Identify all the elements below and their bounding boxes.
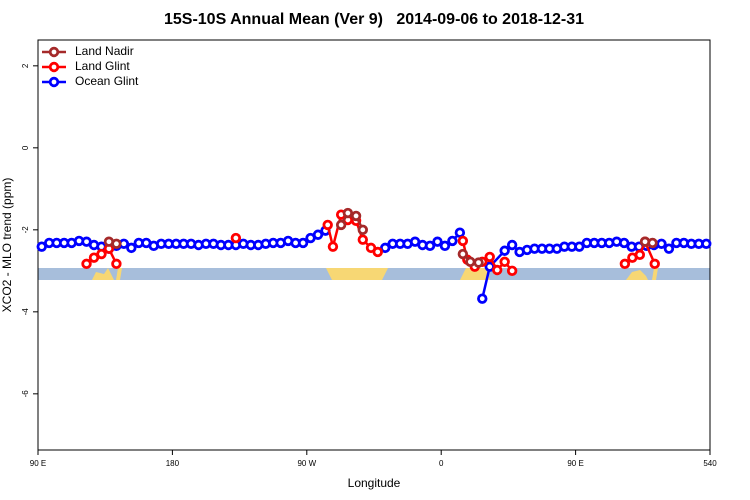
point: [357, 224, 368, 236]
x-axis-label: Longitude: [348, 476, 401, 490]
point: [111, 258, 122, 270]
x-tick-label: 180: [166, 459, 180, 468]
point: [499, 256, 510, 268]
land-patch: [460, 268, 490, 280]
point: [372, 246, 383, 258]
point: [454, 227, 466, 238]
point: [380, 242, 391, 254]
x-tick-label: 0: [439, 459, 444, 468]
y-tick-label: -6: [21, 390, 30, 398]
legend-label: Land Nadir: [75, 44, 134, 58]
point: [111, 238, 122, 249]
point: [357, 234, 368, 245]
point: [88, 252, 100, 263]
point: [432, 236, 443, 247]
point: [312, 229, 324, 240]
point: [126, 242, 137, 254]
chart-title: 15S-10S Annual Mean (Ver 9) 2014-09-06 t…: [164, 11, 584, 28]
point: [484, 251, 495, 263]
point: [465, 256, 476, 268]
point: [574, 241, 585, 252]
legend-item: Land Nadir: [42, 44, 134, 58]
x-tick-label: 540: [703, 459, 717, 468]
point: [619, 258, 631, 270]
point: [701, 238, 712, 249]
land-mask: [38, 268, 710, 280]
point: [424, 240, 436, 252]
legend-marker: [48, 61, 60, 73]
point: [647, 237, 658, 249]
point: [477, 293, 488, 304]
point: [473, 257, 484, 268]
point: [81, 258, 92, 270]
land-patch: [626, 270, 648, 280]
point: [96, 248, 107, 260]
point: [322, 219, 333, 231]
point: [297, 237, 309, 249]
point: [457, 235, 469, 247]
y-axis-label: XCO2 - MLO trend (ppm): [0, 178, 14, 313]
legend-item: Ocean Glint: [42, 74, 139, 88]
point: [663, 243, 675, 254]
y-tick-label: -2: [21, 226, 30, 234]
point: [36, 241, 47, 252]
point: [656, 238, 667, 249]
legend-marker: [48, 46, 60, 58]
legend-marker: [48, 76, 60, 88]
x-tick-label: 90 E: [567, 459, 583, 468]
legend-label: Ocean Glint: [75, 74, 139, 88]
point: [327, 241, 339, 252]
land-patch: [92, 268, 114, 280]
point: [350, 210, 362, 222]
land-patch: [652, 268, 658, 280]
point: [447, 235, 458, 247]
point: [506, 239, 518, 251]
legend-item: Land Glint: [42, 59, 130, 73]
point: [230, 232, 242, 244]
y-tick-label: 0: [21, 145, 30, 150]
point: [439, 240, 451, 252]
point: [506, 265, 518, 277]
series: [36, 225, 712, 304]
series: [103, 207, 658, 268]
y-tick-label: -4: [21, 308, 30, 316]
x-tick-label: 90 E: [30, 459, 46, 468]
x-tick-label: 90 W: [297, 459, 316, 468]
point: [457, 248, 469, 260]
point: [649, 258, 660, 270]
point: [342, 207, 354, 219]
point: [618, 237, 630, 249]
point: [634, 249, 646, 261]
y-tick-label: 2: [21, 63, 30, 68]
legend-label: Land Glint: [75, 59, 130, 73]
point: [492, 264, 503, 276]
land-patch: [116, 268, 122, 280]
point: [499, 245, 510, 256]
point: [335, 219, 347, 231]
land-patch: [326, 268, 388, 280]
